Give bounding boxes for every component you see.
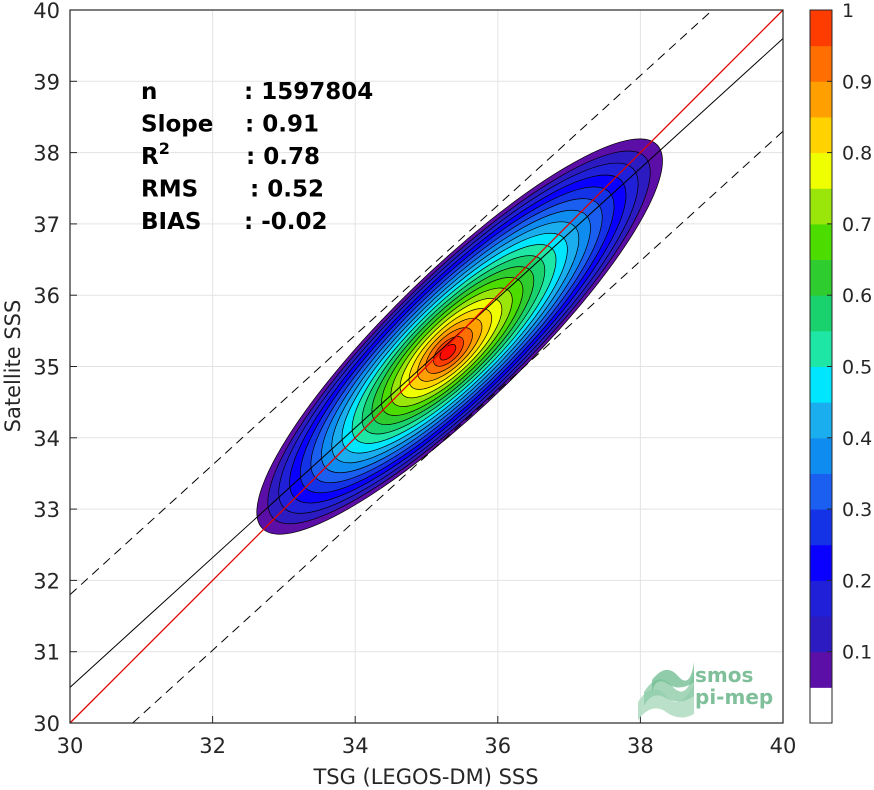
upper-bound-line bbox=[69, 9, 713, 596]
colorbar-tick-label: 0.9 bbox=[842, 71, 872, 93]
colorbar-tick-label: 0.4 bbox=[842, 428, 872, 450]
y-axis-label: Satellite SSS bbox=[1, 300, 25, 433]
stat-key: BIAS bbox=[141, 209, 201, 235]
colorbar-segment bbox=[810, 45, 832, 82]
y-tick-label: 34 bbox=[33, 427, 60, 451]
colorbar-segment bbox=[810, 223, 832, 261]
colorbar-tick-label: 0.2 bbox=[842, 570, 872, 592]
x-tick-label: 30 bbox=[57, 734, 84, 758]
colorbar-segment bbox=[810, 330, 832, 367]
x-tick-label: 32 bbox=[199, 734, 226, 758]
y-tick-label: 33 bbox=[33, 498, 60, 522]
x-tick-label: 38 bbox=[627, 734, 654, 758]
colorbar-segment bbox=[810, 259, 832, 296]
colorbar-tick-label: 0.7 bbox=[842, 214, 872, 236]
x-tick-label: 40 bbox=[770, 734, 797, 758]
colorbar-segment bbox=[810, 651, 832, 688]
x-tick-label: 34 bbox=[342, 734, 369, 758]
stat-value: : 0.52 bbox=[250, 177, 324, 203]
colorbar-segment bbox=[810, 402, 832, 439]
colorbar-tick-label: 0.1 bbox=[842, 642, 872, 664]
colorbar-segment bbox=[810, 580, 832, 617]
logo-line1: smos bbox=[695, 663, 753, 687]
y-tick-label: 39 bbox=[33, 70, 60, 94]
colorbar-segment bbox=[810, 544, 832, 581]
stat-value: : 1597804 bbox=[244, 79, 373, 105]
reference-lines bbox=[69, 9, 784, 724]
colorbar-segment bbox=[810, 152, 832, 189]
colorbar-segment bbox=[810, 473, 832, 510]
colorbar-tick-label: 0.8 bbox=[842, 143, 872, 165]
colorbar-segment bbox=[810, 616, 832, 653]
stat-key: Slope bbox=[141, 112, 213, 138]
stat-value: : 0.91 bbox=[245, 112, 319, 138]
y-tick-label: 35 bbox=[33, 356, 60, 380]
lower-bound-line bbox=[132, 130, 784, 724]
colorbar-tick-label: 0.5 bbox=[842, 357, 872, 379]
y-tick-label: 38 bbox=[33, 142, 60, 166]
stat-key: RMS bbox=[141, 177, 198, 203]
density-contours bbox=[256, 138, 663, 535]
colorbar-segment bbox=[810, 188, 832, 225]
y-tick-label: 36 bbox=[33, 284, 60, 308]
colorbar-tick-label: 0.6 bbox=[842, 285, 872, 307]
y-tick-label: 31 bbox=[33, 641, 60, 665]
logo-line2: pi-mep bbox=[695, 685, 773, 709]
x-axis-label: TSG (LEGOS-DM) SSS bbox=[312, 765, 538, 789]
y-tick-label: 32 bbox=[33, 569, 60, 593]
y-axis-ticks: 30 31 32 33 34 35 36 37 38 39 40 bbox=[33, 0, 77, 736]
colorbar-segment bbox=[810, 295, 832, 332]
regression-line bbox=[69, 38, 784, 688]
x-tick-label: 36 bbox=[484, 734, 511, 758]
colorbar-segment bbox=[810, 116, 832, 154]
colorbar-segment bbox=[810, 509, 832, 546]
colorbar-tick-label: 1 bbox=[842, 0, 854, 22]
stat-value: : 0.78 bbox=[246, 144, 320, 170]
colorbar-tick-label: 0.3 bbox=[842, 499, 872, 521]
colorbar-segment bbox=[810, 10, 832, 47]
smos-pi-mep-logo: smos pi-mep bbox=[638, 662, 773, 720]
colorbar-segment bbox=[810, 687, 832, 724]
logo-waves-icon bbox=[638, 662, 694, 720]
y-tick-label: 37 bbox=[33, 213, 60, 237]
stat-key: n bbox=[141, 79, 157, 105]
identity-line bbox=[69, 9, 784, 724]
colorbar: 0.1 0.2 0.3 0.4 0.5 0.6 0.7 0.8 0.9 1 bbox=[809, 0, 872, 724]
y-tick-label: 30 bbox=[33, 712, 60, 736]
colorbar-segment bbox=[810, 81, 832, 118]
colorbar-segment bbox=[810, 437, 832, 474]
colorbar-segment bbox=[810, 366, 832, 403]
y-tick-label: 40 bbox=[33, 0, 60, 23]
x-axis-ticks: 30 32 34 36 38 40 bbox=[57, 716, 797, 758]
stat-value: : -0.02 bbox=[244, 209, 328, 235]
